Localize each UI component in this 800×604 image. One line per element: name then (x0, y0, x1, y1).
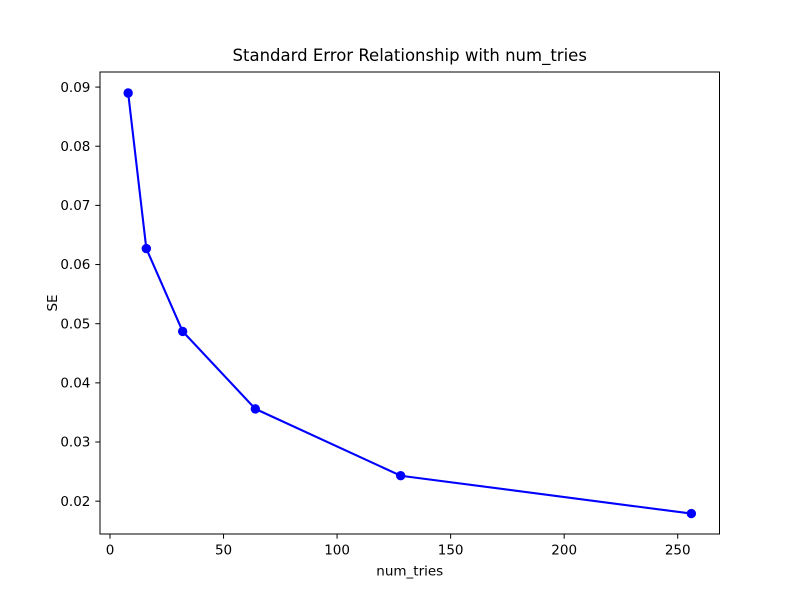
x-tick-label: 150 (438, 543, 464, 559)
y-tick-label: 0.09 (60, 80, 90, 96)
x-tick-label: 200 (551, 543, 577, 559)
y-tick-label: 0.07 (60, 198, 90, 214)
data-point (250, 404, 261, 414)
data-point (395, 471, 406, 481)
y-tick-label: 0.03 (60, 435, 90, 451)
axis-ticks: 0 50 100 150 200 250 0.02 0.03 0.04 0.05 0.06 0.07 0… (60, 80, 690, 559)
data-point (141, 243, 152, 254)
series-layer (123, 88, 697, 519)
plot-area (100, 72, 720, 534)
x-axis-label: num_tries (376, 564, 443, 580)
x-tick-label: 50 (215, 543, 232, 559)
data-point (177, 326, 188, 337)
axes-frame (99, 71, 720, 535)
data-point (123, 88, 133, 98)
y-tick-label: 0.05 (60, 316, 90, 332)
x-tick-label: 100 (324, 543, 350, 559)
x-tick-label: 250 (665, 543, 691, 559)
y-tick-label: 0.08 (60, 139, 90, 155)
y-tick-label: 0.02 (60, 494, 90, 510)
y-tick-label: 0.04 (60, 376, 90, 392)
chart-title: Standard Error Relationship with num_tri… (233, 46, 587, 66)
y-tick-label: 0.06 (60, 257, 90, 273)
series-line (127, 91, 693, 515)
y-axis-label: SE (45, 294, 61, 311)
x-tick-label: 0 (106, 543, 115, 559)
data-point (686, 508, 697, 519)
